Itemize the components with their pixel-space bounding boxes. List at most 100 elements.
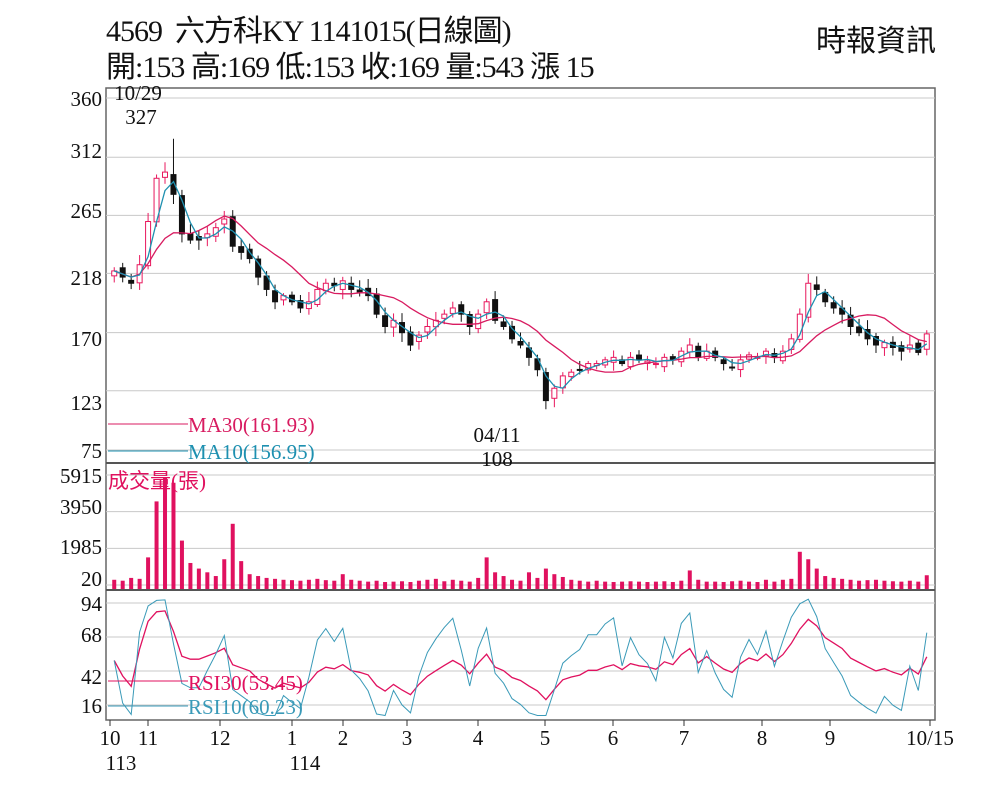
volume-bar	[340, 574, 345, 589]
candle-body	[162, 171, 169, 178]
candle-body	[652, 363, 659, 366]
candle-body	[517, 340, 524, 346]
low-date-label: 04/11	[473, 423, 520, 447]
plot-frame	[105, 87, 936, 721]
candle-body	[898, 345, 905, 352]
volume-bar	[357, 580, 362, 589]
volume-bar	[882, 580, 887, 589]
volume-tick: 20	[81, 567, 102, 591]
candle-body	[356, 289, 363, 293]
candle-body	[187, 233, 194, 241]
candle-body	[382, 315, 389, 327]
ohlc-summary: 開:153 高:169 低:153 收:169 量:543 漲 15	[106, 51, 595, 84]
candle-body	[221, 218, 228, 225]
year-label: 114	[290, 751, 321, 775]
volume-bar	[179, 540, 184, 589]
ma10-legend: MA10(156.95)	[188, 440, 315, 464]
volume-bar	[840, 578, 845, 589]
volume-bar	[459, 580, 464, 589]
price-tick: 123	[71, 391, 103, 415]
volume-bar	[171, 482, 176, 589]
volume-bar	[763, 579, 768, 589]
price-tick: 265	[71, 199, 103, 223]
candle-body	[475, 313, 482, 330]
candle-body	[500, 321, 507, 327]
volume-bar	[831, 577, 836, 589]
volume-bar	[416, 580, 421, 589]
volume-bar	[222, 559, 227, 589]
candle-body	[576, 368, 583, 371]
month-label: 7	[679, 726, 690, 750]
volume-bar	[476, 577, 481, 589]
volume-bar	[560, 576, 565, 589]
candle-body	[297, 300, 304, 309]
volume-bar	[400, 581, 405, 589]
month-label: 10/15	[906, 726, 954, 750]
volume-bar	[679, 580, 684, 589]
rsi30-legend: RSI30(53.45)	[188, 671, 303, 695]
volume-tick: 3950	[60, 495, 102, 519]
high-date-label: 10/29	[114, 81, 162, 105]
volume-bar	[653, 581, 658, 589]
low-value-label: 108	[481, 447, 513, 471]
high-value-label: 327	[125, 105, 157, 129]
month-label: 12	[210, 726, 231, 750]
month-label: 5	[540, 726, 551, 750]
volume-bar	[188, 562, 193, 589]
volume-bar	[467, 581, 472, 589]
volume-bar	[611, 582, 616, 589]
candle-body	[872, 336, 879, 346]
brand-logo-text: 時報資訊	[816, 25, 936, 58]
candle-body	[635, 354, 642, 361]
month-label: 9	[825, 726, 836, 750]
volume-bar	[899, 581, 904, 589]
volume-bar	[526, 572, 531, 589]
candle-body	[458, 304, 465, 315]
candle-body	[272, 290, 279, 303]
volume-bar	[670, 582, 675, 589]
candle-body	[119, 267, 126, 278]
volume-bar	[146, 557, 151, 589]
month-label: 4	[473, 726, 484, 750]
price-tick: 75	[81, 439, 102, 463]
candle-body	[551, 387, 558, 399]
volume-bar	[383, 582, 388, 589]
month-label: 11	[138, 726, 158, 750]
volume-bar	[239, 561, 244, 589]
month-label: 3	[402, 726, 413, 750]
volume-bar	[569, 579, 574, 589]
candle-body	[847, 314, 854, 327]
volume-bar	[806, 559, 811, 589]
candle-body	[509, 325, 516, 340]
volume-bar	[603, 581, 608, 589]
price-tick: 360	[71, 87, 103, 111]
volume-bar	[306, 579, 311, 589]
candle-body	[466, 313, 473, 327]
volume-bar	[289, 580, 294, 589]
candle-body	[441, 313, 448, 319]
volume-bar	[907, 580, 912, 589]
volume-bar	[366, 581, 371, 589]
volume-bar	[332, 580, 337, 589]
volume-bar	[890, 581, 895, 589]
month-label: 2	[338, 726, 349, 750]
volume-bar	[213, 576, 218, 589]
volume-bar	[662, 581, 667, 589]
volume-bar	[247, 574, 252, 589]
candle-body	[178, 195, 185, 235]
chart-title: 4569 六方科KY 1141015(日線圖)	[106, 15, 512, 48]
candle-body	[305, 301, 312, 310]
volume-bar	[780, 579, 785, 589]
candle-body	[686, 344, 693, 353]
candle-body	[822, 291, 829, 303]
candle-body	[779, 350, 786, 362]
volume-bar	[789, 578, 794, 589]
volume-bar	[577, 580, 582, 589]
volume-bar	[112, 579, 117, 589]
volume-bar	[865, 580, 870, 589]
price-tick: 218	[71, 266, 103, 290]
ma30-line	[113, 215, 927, 373]
volume-bar	[273, 578, 278, 589]
volume-bar	[713, 581, 718, 589]
candle-body	[830, 302, 837, 309]
